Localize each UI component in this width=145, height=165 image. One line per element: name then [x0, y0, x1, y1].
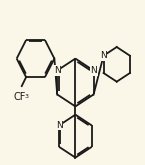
- Text: 3: 3: [24, 94, 28, 99]
- Text: CF: CF: [14, 92, 26, 101]
- Text: N: N: [90, 66, 97, 75]
- Text: N: N: [56, 121, 62, 130]
- Text: N: N: [100, 51, 107, 60]
- Text: N: N: [54, 66, 61, 75]
